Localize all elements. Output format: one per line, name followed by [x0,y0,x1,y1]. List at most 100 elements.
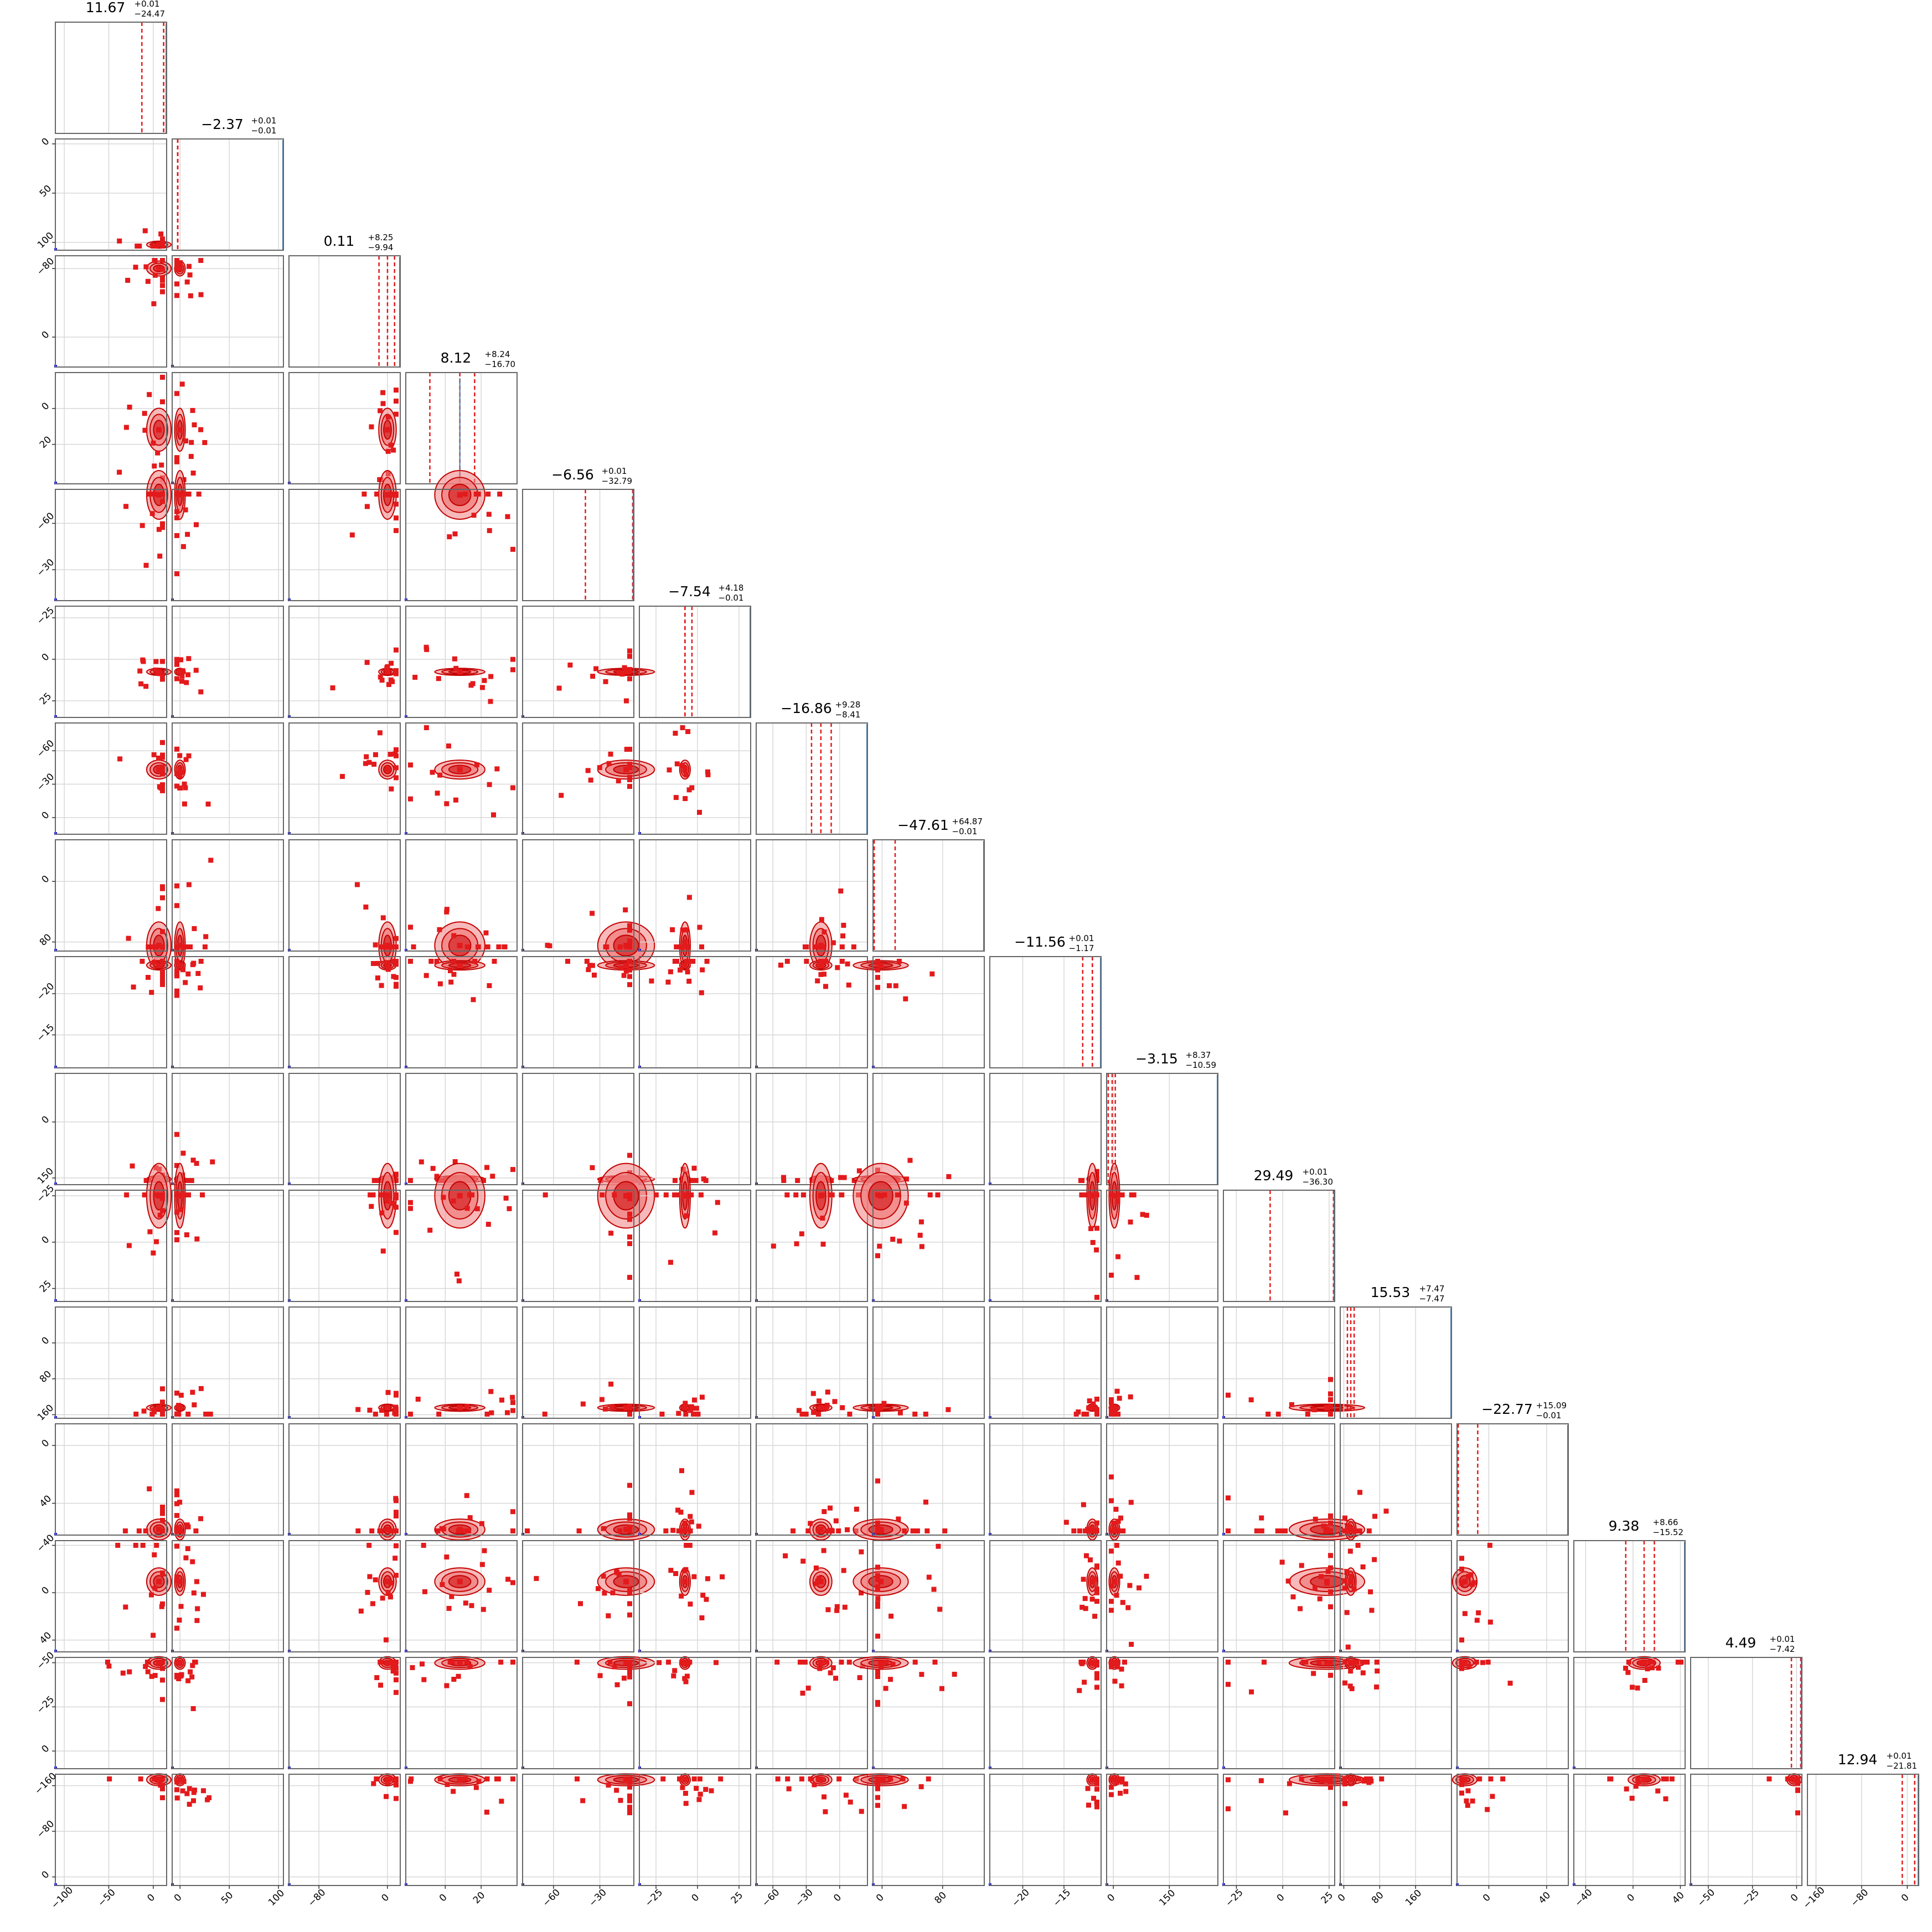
sample-point [155,450,161,456]
sample-point [1372,1557,1377,1562]
sample-point [182,492,188,497]
sample-point [151,1409,157,1414]
sample-point [672,959,678,964]
sample-point [192,1402,197,1408]
x-tick-label: −50 [1696,1887,1718,1909]
panel-13-6 [755,1540,868,1652]
sample-point [363,761,368,766]
sample-point [435,1528,441,1533]
sample-point [379,678,385,683]
y-tick-label: −80 [35,256,57,278]
sample-point [156,526,162,532]
panel-15-10: −25 0 25 [1222,1773,1366,1909]
sample-point [623,1579,629,1585]
sample-point [376,1178,381,1183]
panel-4-3 [405,470,518,601]
sample-point [608,1231,614,1236]
sample-point [627,927,632,933]
panel-title-value: 29.49 [1254,1168,1294,1184]
sample-point [775,1776,781,1781]
y-tick-label: −30 [35,771,57,793]
sample-point [145,278,151,284]
sample-point [430,769,435,775]
panel-frame [172,839,284,952]
sample-point [1112,1678,1118,1684]
sample-point [408,1412,413,1417]
sample-point [502,944,508,949]
x-tick-label: −80 [1849,1887,1871,1909]
panel-title-upper: +15.09 [1536,1401,1567,1411]
sample-point [142,1192,147,1197]
sample-point [146,944,151,949]
sample-point [155,670,161,675]
sample-point [473,1785,479,1790]
x-tick-label: 0 [1625,1892,1637,1904]
sample-point [596,1586,601,1592]
sample-point [156,492,162,498]
sample-point [890,1661,896,1667]
panel-frame [639,1657,751,1769]
sample-point [1094,1590,1099,1595]
sample-point [394,668,399,673]
x-tick-label: 0 [831,1892,844,1904]
sample-point [380,1595,385,1601]
panel-title-value: 4.49 [1726,1635,1757,1651]
sample-point [1342,1515,1347,1521]
sample-point [1323,1528,1329,1533]
sample-point [875,1702,880,1707]
sample-point [1342,1585,1347,1591]
sample-point [946,1174,952,1179]
panel-13-1 [171,1540,284,1652]
sample-point [370,960,376,966]
sample-point [136,1528,142,1533]
sample-point [160,1795,165,1800]
sample-point [1094,1671,1099,1676]
x-tick-label: −25 [1739,1887,1761,1909]
sample-point [484,1809,489,1815]
sample-point [153,667,158,673]
sample-point [386,682,391,688]
sample-point [627,1776,632,1781]
panel-title-upper: +0.01 [1303,1167,1328,1177]
sample-point [191,1790,197,1795]
sample-point [580,1798,586,1804]
sample-point [1109,1664,1114,1670]
sample-point [374,1776,379,1781]
panel-frame [1223,1540,1335,1652]
sample-point [156,755,161,761]
sample-point [823,984,829,989]
panel-15-15: 12.94 +0.01−21.81−160 −80 0 [1801,1751,1919,1911]
sample-point [703,1178,709,1183]
sample-point [185,1178,190,1183]
sample-point [670,927,675,932]
sample-point [793,1192,799,1197]
sample-point [198,1516,204,1521]
panel-11-5 [638,1306,751,1419]
sample-point [1109,1192,1114,1197]
sample-point [1109,1660,1114,1665]
sample-point [179,679,184,684]
sample-point [385,448,391,454]
sample-point [1487,1543,1492,1548]
sample-point [1365,1660,1370,1665]
sample-point [484,1776,490,1781]
sample-point [1091,1401,1096,1407]
sample-point [140,959,145,964]
sample-point [623,1527,629,1532]
sample-point [1248,1397,1254,1403]
sample-point [189,1178,194,1183]
sample-point [576,1528,582,1533]
sample-point [846,982,851,988]
panel-10-8 [989,1163,1102,1302]
panel-7-0: 800 [38,839,172,970]
sample-point [805,1685,811,1691]
panel-frame [1106,1774,1218,1886]
y-tick-label: 0 [40,1335,52,1347]
panel-frame [1106,1073,1218,1185]
panel-title-value: 0.11 [324,233,355,249]
sample-point [679,944,685,949]
sample-point [691,1178,696,1183]
panel-title-value: 11.67 [86,0,126,16]
sample-point [185,1678,191,1683]
panel-14-0: 0−25−50 [35,1650,172,1769]
